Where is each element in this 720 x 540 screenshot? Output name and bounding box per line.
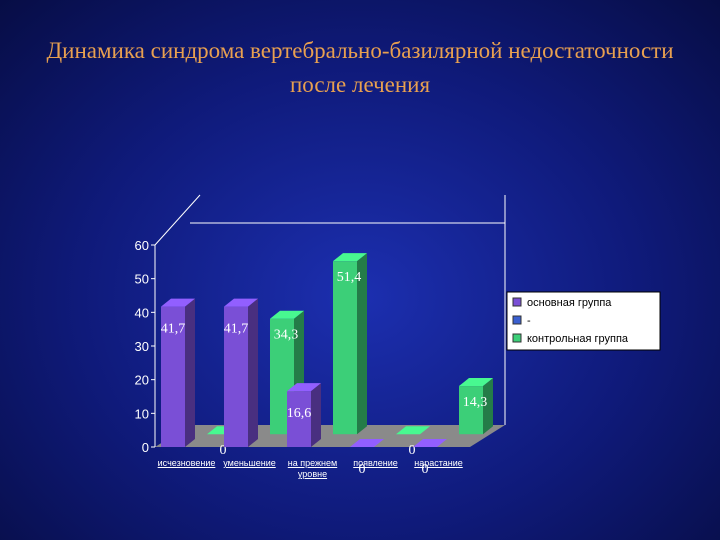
bar-face (224, 298, 258, 307)
legend-box (506, 291, 661, 351)
value-label: 51,4 (337, 270, 362, 285)
bar-face (333, 253, 367, 262)
bar-face (224, 306, 248, 447)
floor (155, 425, 505, 447)
y-tick-label: 0 (142, 440, 149, 455)
bar (287, 383, 321, 447)
bar (459, 378, 493, 435)
bar-face (483, 378, 493, 435)
bar (413, 439, 447, 447)
y-tick-label: 60 (135, 238, 149, 253)
bar-face (413, 439, 447, 447)
value-label: 0 (422, 462, 429, 477)
bar-face (459, 378, 493, 387)
bar-face (270, 310, 304, 319)
legend-swatch (512, 333, 522, 343)
bar-face (185, 298, 195, 447)
depth-axis (154, 194, 201, 246)
y-tick-label: 10 (135, 406, 149, 421)
bar-face (287, 383, 321, 392)
value-label: 34,3 (274, 328, 299, 343)
x-tick-label: на прежнем уровне (287, 458, 338, 479)
y-tick-label: 40 (135, 305, 149, 320)
bar-face (459, 386, 483, 435)
legend-swatch (512, 315, 522, 325)
x-tick-label: уменьшение (223, 458, 276, 468)
bar-face (248, 298, 258, 447)
value-label: 41,7 (161, 322, 186, 337)
value-label: 0 (409, 443, 416, 458)
legend-label: основная группа (527, 297, 612, 309)
bar (350, 439, 384, 447)
bar (396, 426, 430, 435)
value-label: 14,3 (463, 395, 488, 410)
legend-label: контрольная группа (527, 333, 629, 345)
bar-face (161, 298, 195, 307)
x-tick-label: исчезновение (157, 458, 216, 468)
value-label: 0 (359, 462, 366, 477)
legend-label: - (527, 315, 531, 327)
x-tick-label: нарастание (414, 458, 463, 468)
bar-face (287, 391, 311, 447)
bar-face (311, 383, 321, 447)
bar-face (357, 253, 367, 435)
bar (224, 298, 258, 447)
bar (161, 298, 195, 447)
bar-face (161, 306, 185, 447)
value-label: 16,6 (287, 406, 312, 421)
bar-face (333, 261, 357, 435)
legend-swatch (512, 297, 522, 307)
y-tick-label: 20 (135, 373, 149, 388)
y-tick-label: 30 (135, 339, 149, 354)
bar (333, 253, 367, 435)
value-label: 0 (220, 443, 227, 458)
bar-face (350, 439, 384, 447)
bar-face (396, 426, 430, 435)
slide-title: Динамика синдрома вертебрально-базилярно… (46, 38, 674, 97)
x-tick-label: появление (353, 458, 398, 468)
y-tick-label: 50 (135, 272, 149, 287)
value-label: 41,7 (224, 322, 249, 337)
